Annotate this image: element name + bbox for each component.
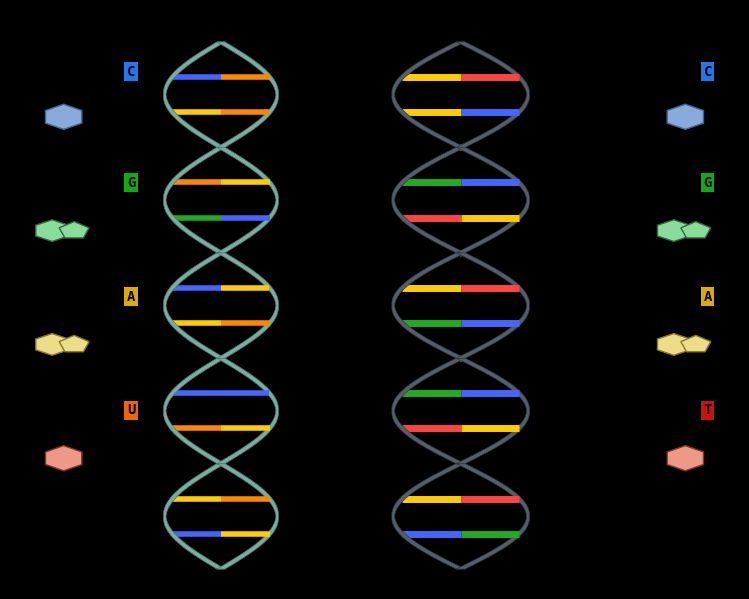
Polygon shape xyxy=(163,358,225,464)
Text: G: G xyxy=(703,176,712,190)
Polygon shape xyxy=(163,464,225,569)
Polygon shape xyxy=(46,104,82,129)
Text: A: A xyxy=(127,289,136,304)
Polygon shape xyxy=(163,147,225,253)
Polygon shape xyxy=(392,42,465,147)
Polygon shape xyxy=(163,42,225,147)
Polygon shape xyxy=(392,147,465,253)
Text: G: G xyxy=(127,176,136,190)
Polygon shape xyxy=(36,334,68,355)
Polygon shape xyxy=(392,358,466,464)
Polygon shape xyxy=(216,358,279,464)
Text: U: U xyxy=(127,403,136,418)
Polygon shape xyxy=(658,220,690,241)
Polygon shape xyxy=(217,464,279,569)
Text: C: C xyxy=(703,65,712,79)
Polygon shape xyxy=(36,220,68,241)
Text: T: T xyxy=(703,403,712,418)
Polygon shape xyxy=(456,253,530,358)
Polygon shape xyxy=(392,253,465,358)
Polygon shape xyxy=(456,147,530,253)
Polygon shape xyxy=(216,147,279,253)
Polygon shape xyxy=(455,358,530,464)
Polygon shape xyxy=(46,446,82,471)
Polygon shape xyxy=(667,446,703,471)
Polygon shape xyxy=(681,222,711,238)
Polygon shape xyxy=(216,42,279,147)
Polygon shape xyxy=(681,335,711,352)
Polygon shape xyxy=(59,335,89,352)
Polygon shape xyxy=(658,334,690,355)
Polygon shape xyxy=(456,42,530,147)
Polygon shape xyxy=(667,104,703,129)
Text: C: C xyxy=(127,65,136,79)
Polygon shape xyxy=(59,222,89,238)
Text: A: A xyxy=(703,289,712,304)
Polygon shape xyxy=(163,253,225,358)
Polygon shape xyxy=(456,464,530,569)
Polygon shape xyxy=(392,464,465,569)
Polygon shape xyxy=(216,253,279,358)
